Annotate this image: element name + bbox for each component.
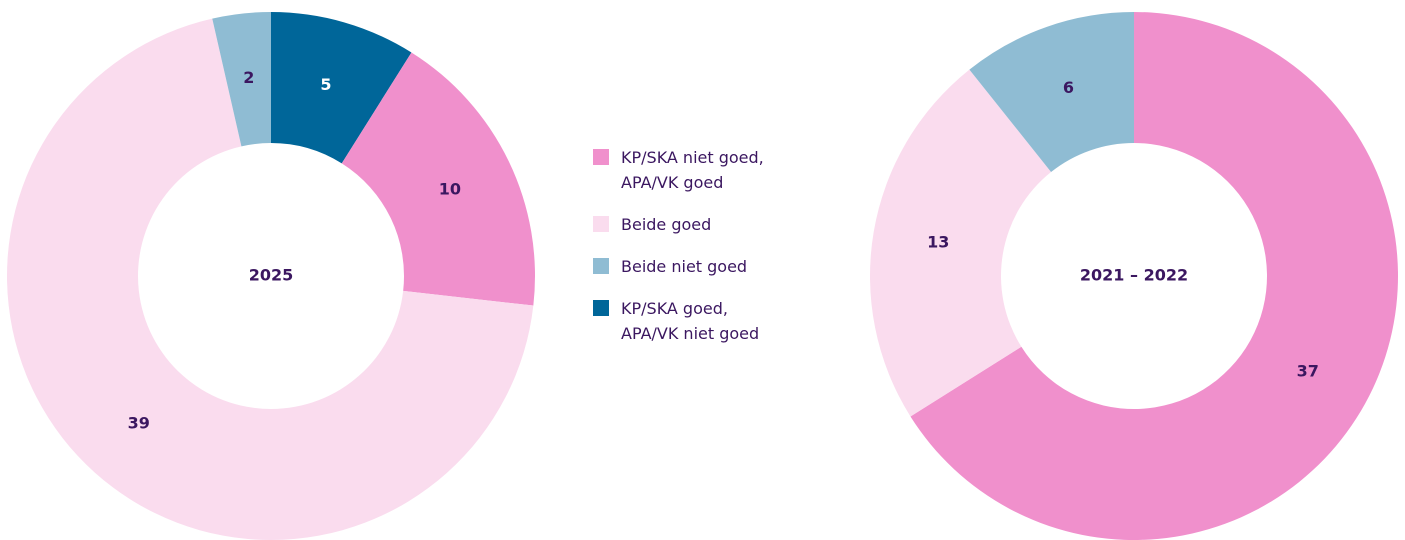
slice-label: 6 bbox=[1063, 78, 1074, 97]
legend-swatch bbox=[593, 149, 609, 165]
slice-label: 5 bbox=[320, 75, 331, 94]
slice bbox=[910, 12, 1398, 540]
slice bbox=[7, 18, 534, 540]
legend-item: KP/SKA goed, APA/VK niet goed bbox=[593, 296, 783, 346]
legend-swatch bbox=[593, 216, 609, 232]
slice bbox=[870, 69, 1052, 417]
center-label: 2021 – 2022 bbox=[1080, 266, 1188, 285]
legend-swatch bbox=[593, 258, 609, 274]
legend-swatch bbox=[593, 300, 609, 316]
legend-label: KP/SKA goed, APA/VK niet goed bbox=[621, 299, 760, 343]
legend-item: KP/SKA niet goed, APA/VK goed bbox=[593, 145, 783, 195]
slice bbox=[212, 12, 271, 147]
slice-label: 37 bbox=[1297, 362, 1319, 381]
legend-label: Beide niet goed bbox=[621, 257, 748, 276]
legend-label: Beide goed bbox=[621, 215, 712, 234]
slice-label: 39 bbox=[128, 414, 150, 433]
legend-label: KP/SKA niet goed, APA/VK goed bbox=[621, 148, 764, 192]
slice bbox=[341, 52, 536, 306]
slice-label: 10 bbox=[439, 179, 461, 198]
slice-label: 2 bbox=[243, 68, 254, 87]
legend: KP/SKA niet goed, APA/VK goed Beide goed B… bbox=[593, 145, 783, 363]
slice bbox=[969, 12, 1134, 173]
slice bbox=[271, 12, 412, 164]
legend-item: Beide goed bbox=[593, 212, 783, 237]
slice-label: 13 bbox=[927, 232, 949, 251]
center-label: 2025 bbox=[249, 266, 294, 285]
legend-item: Beide niet goed bbox=[593, 254, 783, 279]
